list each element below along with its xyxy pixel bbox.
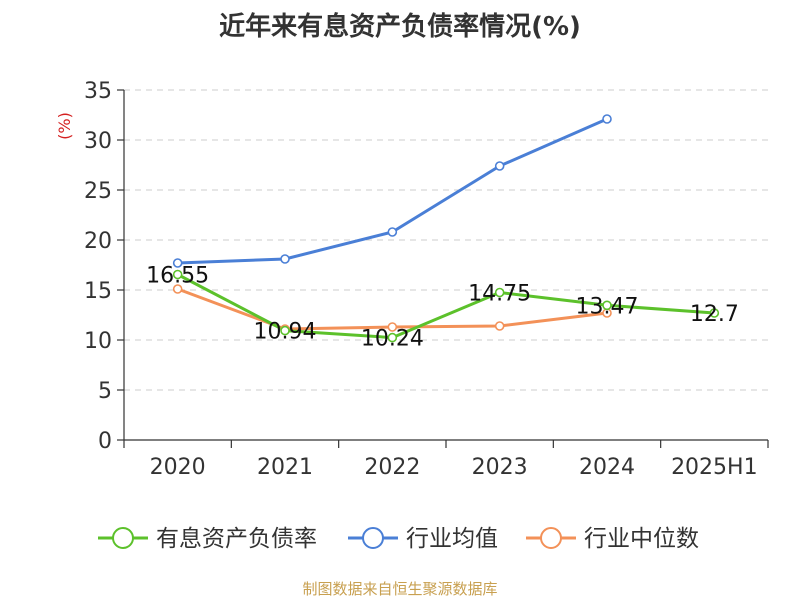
data-point-1 [280, 254, 290, 264]
y-tick-label: 25 [84, 179, 112, 204]
data-point-0 [280, 325, 290, 336]
y-tick-label: 0 [98, 429, 112, 454]
y-tick-label: 30 [84, 129, 112, 154]
y-tick-label: 15 [84, 279, 112, 304]
x-tick-label: 2021 [257, 455, 313, 480]
data-point-2 [494, 321, 505, 331]
x-tick-label: 2025H1 [671, 455, 758, 480]
y-tick-label: 35 [84, 79, 112, 104]
data-label: 10.94 [254, 320, 317, 345]
legend-label: 有息资产负债率 [156, 526, 317, 552]
x-tick-label: 2024 [579, 455, 635, 480]
legend-label: 行业均值 [406, 526, 498, 552]
series-line-1 [177, 117, 608, 265]
footer-source: 制图数据来自恒生聚源数据库 [302, 580, 498, 598]
data-label: 16.55 [146, 264, 209, 289]
legend-label: 行业中位数 [584, 526, 699, 552]
series-line-0 [176, 273, 715, 340]
data-label: 13.47 [576, 294, 639, 319]
data-point-0 [494, 287, 505, 298]
y-tick-label: 20 [84, 229, 112, 254]
data-point-2 [172, 284, 183, 294]
data-point-1 [602, 114, 612, 124]
data-label: 10.24 [361, 327, 424, 352]
data-point-2 [387, 322, 398, 332]
data-point-1 [387, 227, 398, 237]
y-tick-label: 10 [84, 329, 112, 354]
data-label: 12.7 [690, 302, 739, 327]
y-axis-unit-label: (%) [55, 112, 74, 140]
chart-title: 近年来有息资产负债率情况(%) [219, 12, 581, 42]
x-tick-label: 2023 [472, 455, 528, 480]
x-tick-label: 2022 [364, 455, 420, 480]
legend-marker-2 [540, 527, 562, 549]
data-point-0 [387, 332, 398, 343]
data-point-1 [494, 161, 505, 171]
data-point-0 [709, 308, 720, 318]
legend-marker-0 [112, 527, 134, 549]
legend-marker-1 [362, 527, 384, 549]
data-point-0 [602, 300, 612, 311]
x-tick-label: 2020 [150, 455, 206, 480]
data-point-1 [172, 258, 183, 268]
data-point-0 [172, 269, 183, 280]
data-label: 14.75 [468, 282, 531, 307]
y-tick-label: 5 [98, 379, 112, 404]
